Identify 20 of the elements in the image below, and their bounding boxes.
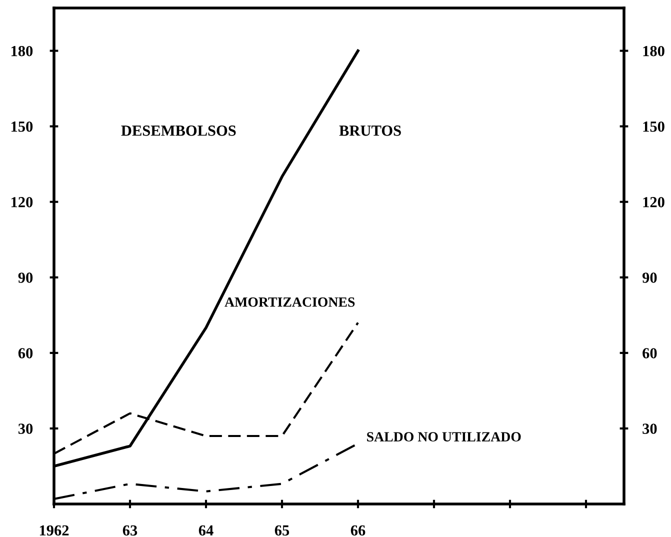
x-tick-label: 64 — [198, 525, 214, 536]
x-tick-label: 1962 — [40, 525, 69, 536]
text: DESEMBOLSOS BRUTOS — [121, 126, 401, 136]
x-tick-label: 63 — [122, 525, 138, 536]
y2-tick-label: 150 — [643, 121, 664, 132]
y-tick-label: 180 — [11, 46, 33, 56]
y2-tick-label: 30 — [642, 424, 657, 434]
y2-tick-label: 60 — [642, 348, 657, 358]
x-tick-label: 65 — [274, 525, 290, 536]
y-tick-label: 30 — [18, 424, 33, 434]
y-tick-label: 120 — [11, 197, 33, 208]
series-label: SALDO NO UTILIZADO — [367, 432, 521, 442]
y-tick-label: 150 — [11, 121, 33, 132]
y-tick-label: 90 — [18, 272, 33, 283]
y-tick-label: 60 — [18, 348, 33, 358]
x-tick-label: 66 — [350, 525, 366, 536]
y2-tick-label: 180 — [643, 46, 664, 56]
y2-tick-label: 120 — [643, 197, 664, 208]
series-label: AMORTIZACIONES — [224, 297, 355, 307]
y2-tick-label: 90 — [642, 272, 657, 283]
